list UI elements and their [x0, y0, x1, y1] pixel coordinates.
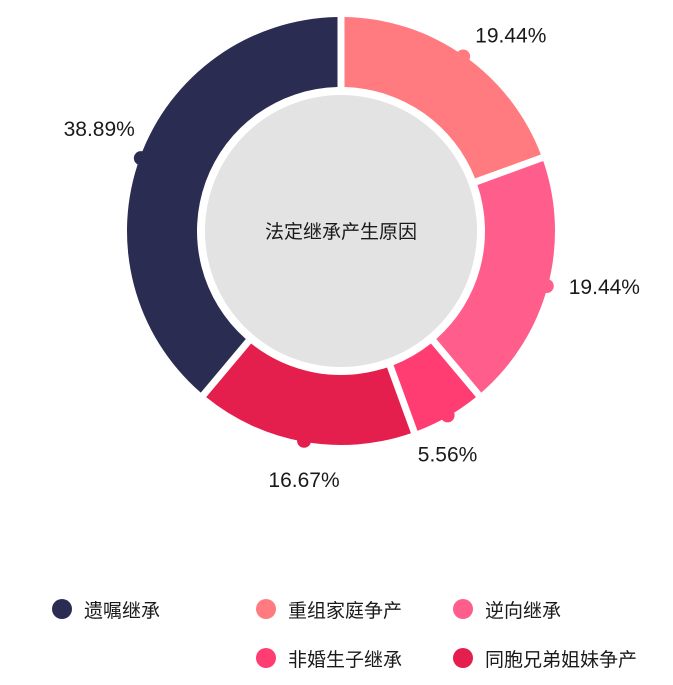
legend-item-0[interactable]: 遗嘱继承: [52, 596, 160, 622]
legend-label: 非婚生子继承: [288, 648, 403, 671]
legend-label: 同胞兄弟姐妹争产: [485, 648, 638, 671]
legend-swatch: [453, 599, 473, 619]
legend-item-3[interactable]: 非婚生子继承: [256, 645, 402, 671]
slice-marker-2: [539, 279, 554, 294]
legend-item-1[interactable]: 重组家庭争产: [256, 596, 402, 622]
legend-swatch: [453, 648, 473, 668]
slice-marker-4: [297, 433, 312, 448]
slice-value-label-4: 16.67%: [268, 469, 339, 492]
legend-label: 逆向继承: [485, 599, 562, 622]
donut-slice-0[interactable]: [127, 17, 338, 393]
slice-value-label-1: 19.44%: [475, 25, 546, 48]
legend-label: 遗嘱继承: [84, 599, 161, 622]
legend-swatch: [256, 648, 276, 668]
donut-chart: 法定继承产生原因 19.44% 19.44% 5.56% 16.67% 38.89%: [64, 17, 640, 492]
slice-value-label-2: 19.44%: [569, 276, 640, 299]
legend-swatch: [256, 599, 276, 619]
center-label: 法定继承产生原因: [265, 221, 417, 243]
legend-item-2[interactable]: 逆向继承: [453, 596, 561, 622]
legend-item-4[interactable]: 同胞兄弟姐妹争产: [453, 645, 637, 671]
donut-slice-3[interactable]: [393, 343, 476, 431]
slice-marker-1: [456, 49, 471, 64]
slice-marker-3: [440, 408, 455, 423]
legend-label: 重组家庭争产: [288, 599, 403, 622]
slice-marker-0: [133, 151, 148, 166]
legend-swatch: [52, 599, 72, 619]
slice-value-label-0: 38.89%: [64, 118, 135, 141]
center-circle: [205, 95, 477, 367]
donut-slice-2[interactable]: [436, 161, 555, 393]
donut-slice-4[interactable]: [206, 343, 411, 446]
donut-slice-1[interactable]: [344, 17, 541, 179]
slice-value-label-3: 5.56%: [418, 443, 478, 466]
